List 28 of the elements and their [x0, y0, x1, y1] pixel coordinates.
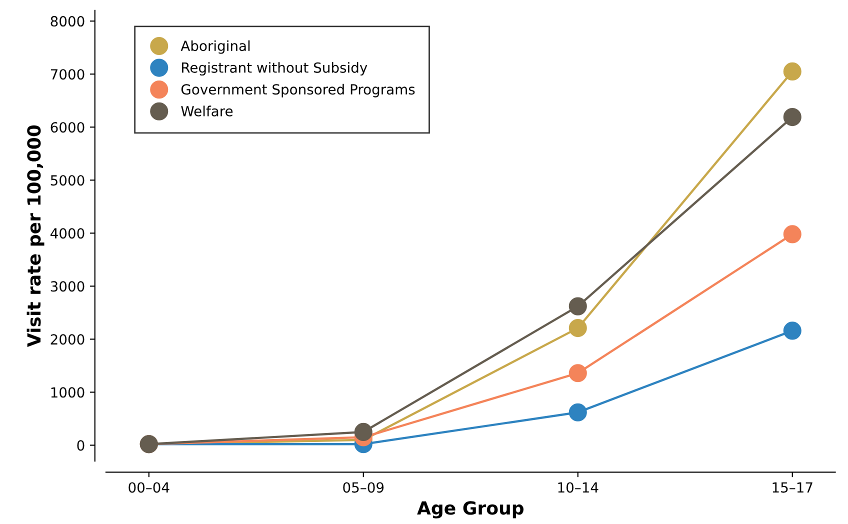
x-tick-label: 00–04: [128, 482, 170, 493]
y-axis-title: Visit rate per 100,000: [26, 125, 44, 347]
y-tick-label: 5000: [50, 175, 84, 186]
point: [783, 108, 802, 126]
point: [783, 62, 802, 80]
y-tick-label: 1000: [51, 387, 84, 398]
point: [783, 322, 802, 340]
legend-label: Government Sponsored Programs: [181, 84, 415, 98]
point: [568, 403, 587, 422]
point: [568, 297, 587, 316]
point: [568, 364, 587, 382]
legend-label: Registrant without Subsidy: [182, 62, 368, 76]
y-tick-label: 2000: [50, 334, 84, 345]
y-tick-label: 0: [77, 440, 84, 451]
x-tick-label: 10–14: [558, 482, 598, 493]
y-tick-label: 7000: [50, 69, 84, 80]
y-tick-label: 8000: [50, 16, 84, 27]
x-axis-title: Age Group: [417, 501, 524, 518]
legend-label: Aboriginal: [180, 40, 250, 54]
point: [783, 225, 802, 244]
point: [354, 422, 372, 441]
x-tick-label: 15–17: [772, 482, 812, 493]
point: [568, 319, 587, 338]
legend-label: Welfare: [181, 106, 233, 116]
y-tick-label: 4000: [50, 228, 84, 239]
y-tick-label: 6000: [50, 122, 84, 133]
x-tick-label: 05–09: [343, 482, 384, 493]
y-tick-label: 3000: [50, 281, 84, 292]
